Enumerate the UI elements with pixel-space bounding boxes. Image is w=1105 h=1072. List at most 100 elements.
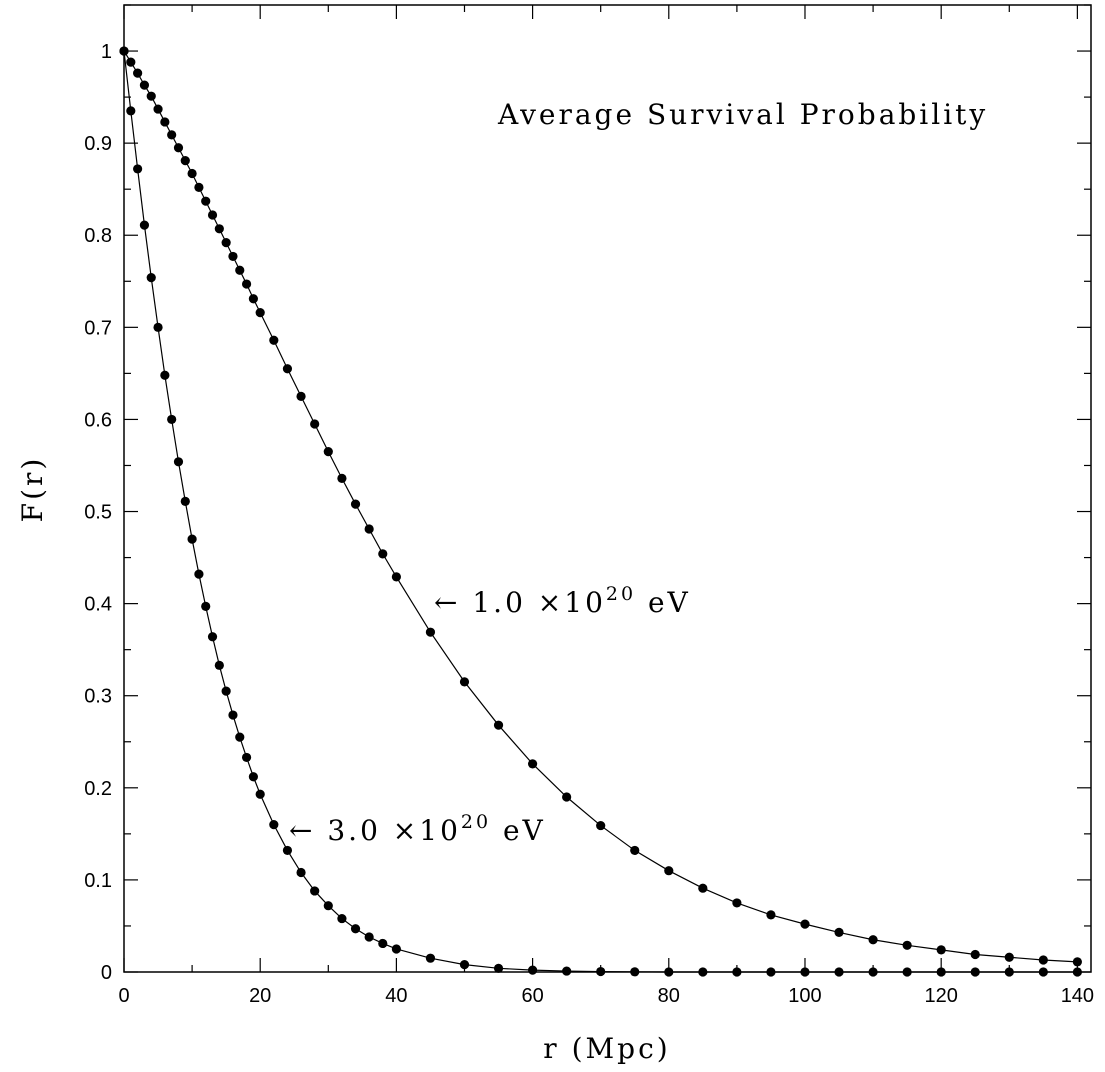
data-point (337, 913, 347, 924)
y-tick-label: 0.5 (84, 502, 112, 524)
data-point (146, 273, 156, 283)
x-tick-label: 140 (1061, 985, 1094, 1007)
y-tick-label: 0.7 (84, 317, 112, 339)
annotation-3e20-text: ← 3.0 ×10 (289, 814, 461, 847)
data-point (378, 549, 388, 559)
y-tick-label: 0.6 (84, 409, 112, 431)
data-point (527, 965, 538, 975)
y-tick-label: 1 (101, 41, 112, 63)
data-point (248, 772, 258, 782)
data-point (323, 901, 333, 911)
data-point (630, 845, 640, 856)
data-point (664, 866, 674, 876)
data-point (425, 953, 436, 963)
data-point (936, 945, 946, 955)
plot-frame (123, 4, 1092, 973)
data-point (391, 572, 401, 582)
data-point (493, 963, 504, 973)
data-point (936, 967, 946, 977)
data-point (241, 279, 252, 289)
data-point (187, 534, 197, 544)
data-point (126, 57, 136, 67)
data-point (766, 910, 776, 920)
data-point (221, 238, 231, 248)
data-point (630, 967, 640, 977)
data-point (235, 732, 245, 742)
data-point (596, 820, 606, 831)
axis-tick-labels: 0 20 40 60 80 100 120 14000.10.20.30.40.50.60.7… (84, 41, 1094, 1007)
data-point (1038, 967, 1048, 977)
data-point (180, 156, 190, 166)
data-point (493, 720, 504, 730)
data-point (235, 265, 245, 275)
data-point (153, 322, 163, 332)
data-point (282, 364, 293, 374)
data-point (732, 898, 742, 908)
data-point (248, 294, 258, 304)
annotation-1e20-text: ← 1.0 ×10 (434, 586, 606, 619)
data-point (139, 80, 150, 90)
data-point (1038, 955, 1048, 965)
annotation-1e20: ← 1.0 ×1020 eV (434, 583, 691, 619)
data-point (180, 496, 190, 506)
data-point (269, 335, 279, 345)
data-point (255, 789, 265, 799)
data-point (364, 932, 374, 942)
data-point (391, 944, 401, 954)
data-point (214, 660, 224, 670)
data-point (364, 524, 374, 534)
y-axis-title: F(r) (16, 456, 49, 523)
data-point (562, 792, 572, 802)
series-points (119, 46, 1082, 977)
data-point (1072, 957, 1082, 967)
data-point (282, 845, 293, 856)
data-point (766, 967, 776, 977)
data-point (269, 820, 279, 830)
x-tick-label: 20 (249, 985, 271, 1007)
y-tick-label: 0.2 (84, 778, 112, 800)
data-point (800, 967, 810, 977)
data-point (167, 414, 177, 425)
y-tick-label: 0.9 (84, 133, 112, 155)
x-tick-label: 40 (385, 985, 407, 1007)
data-point (425, 627, 436, 637)
data-point (459, 960, 470, 970)
data-point (160, 370, 170, 380)
data-point (167, 130, 177, 140)
data-point (834, 927, 844, 937)
data-point (902, 940, 912, 950)
y-tick-label: 0.3 (84, 686, 112, 708)
annotation-3e20-exponent: 20 (461, 811, 491, 833)
annotation-1e20-unit: eV (636, 586, 691, 619)
x-tick-label: 80 (658, 985, 680, 1007)
data-point (194, 182, 204, 192)
y-tick-label: 0.4 (84, 594, 112, 616)
data-point (1004, 967, 1014, 977)
x-tick-label: 100 (788, 985, 821, 1007)
series-line-2 (123, 50, 1078, 973)
data-point (160, 117, 170, 127)
data-point (596, 966, 606, 977)
data-point (902, 967, 912, 977)
data-point (255, 307, 265, 318)
y-tick-label: 0.8 (84, 225, 112, 247)
x-axis-title: r (Mpc) (543, 1032, 670, 1065)
data-point (350, 924, 361, 934)
data-point (214, 224, 224, 234)
data-point (126, 106, 136, 116)
data-point (664, 967, 674, 977)
data-point (241, 752, 252, 763)
data-point (173, 143, 184, 153)
data-point (868, 935, 878, 945)
data-point (296, 867, 306, 878)
data-point (194, 569, 204, 579)
data-point (221, 686, 231, 696)
data-point (173, 457, 184, 467)
data-point (207, 210, 218, 220)
data-point (527, 759, 538, 769)
data-point (201, 601, 211, 611)
data-point (310, 886, 320, 896)
data-point (1004, 952, 1014, 962)
y-tick-label: 0.1 (84, 870, 112, 892)
